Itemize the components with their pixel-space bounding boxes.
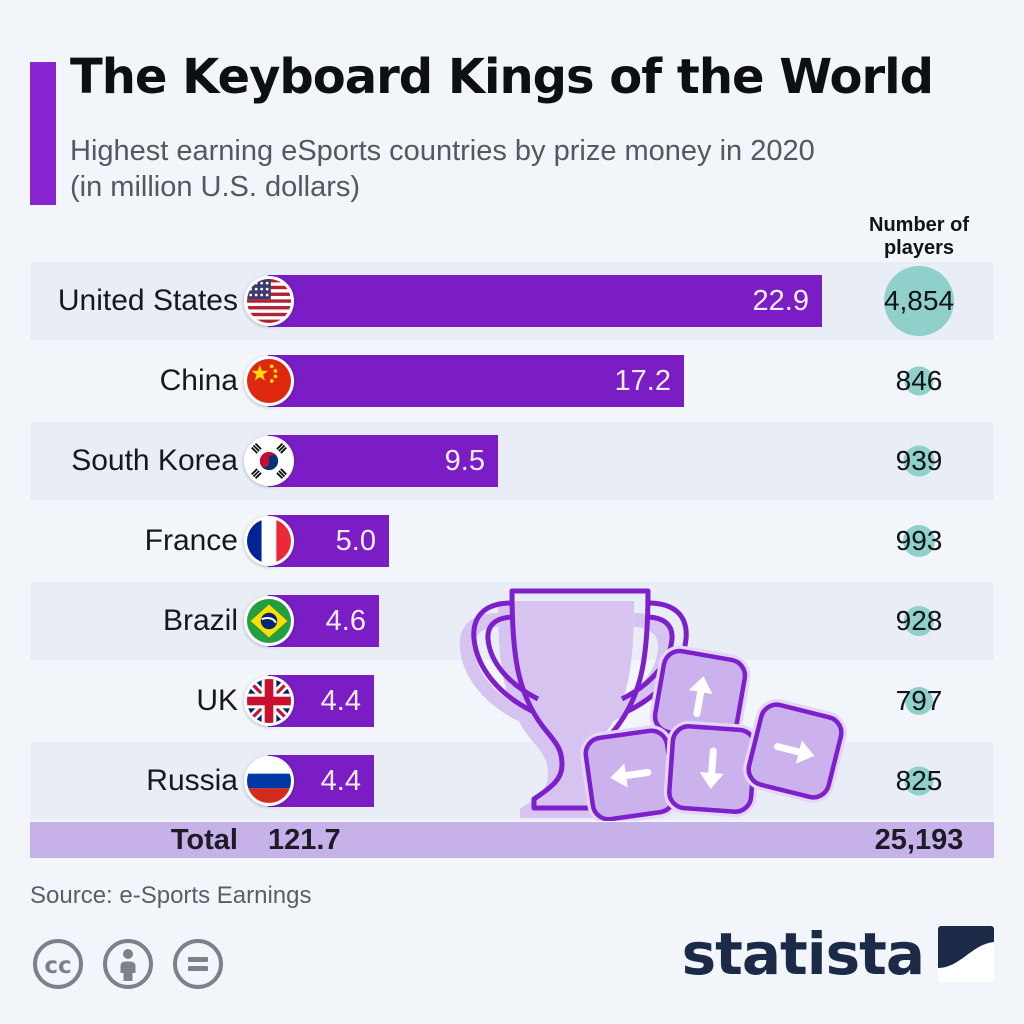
flag-cn-icon (244, 356, 294, 406)
total-players: 25,193 (874, 824, 964, 856)
country-label: Brazil (162, 604, 238, 637)
total-prize-money: 121.7 (268, 824, 341, 856)
svg-text:cc: cc (44, 953, 71, 979)
prize-money-value: 17.2 (614, 365, 671, 397)
brand-wordmark: statista (681, 919, 925, 988)
players-column-header: Number of players (869, 214, 969, 259)
source-text: Source: e-Sports Earnings (30, 882, 312, 909)
flag-ru-icon (244, 756, 294, 806)
players-count: 846 (895, 365, 943, 396)
players-count: 825 (895, 765, 943, 796)
cc-license-icon: cc (33, 939, 83, 989)
players-count: 939 (895, 445, 943, 476)
country-label: China (159, 364, 238, 397)
license-icons: cc (33, 939, 223, 989)
players-cell: 939 (844, 422, 994, 500)
flag-kr-icon (244, 436, 294, 486)
players-circle (904, 366, 934, 396)
flag-uk-icon (244, 676, 294, 726)
players-cell: 4,854 (844, 262, 994, 340)
prize-money-bar: 22.9 (268, 275, 822, 327)
players-circle (884, 266, 954, 336)
prize-money-bar: 17.2 (268, 355, 684, 407)
flag-br-icon (244, 596, 294, 646)
country-row: United States 22.9 4,854 (30, 262, 994, 340)
flag-us-icon (244, 276, 294, 326)
page-subtitle: Highest earning eSports countries by pri… (70, 135, 815, 203)
country-row: South Korea 9.5 939 (30, 422, 994, 500)
arrow-left-key (580, 725, 680, 821)
country-label: South Korea (71, 444, 238, 477)
players-count: 928 (895, 605, 943, 636)
brand: statista (681, 919, 994, 988)
prize-money-value: 22.9 (752, 285, 809, 317)
players-circle (904, 766, 934, 796)
cc-attribution-icon (103, 939, 153, 989)
players-circle (905, 687, 933, 715)
title-accent-bar (30, 62, 56, 205)
players-circle (903, 445, 935, 477)
prize-money-value: 4.6 (325, 605, 366, 637)
country-label: France (144, 524, 238, 557)
cc-no-derivatives-icon (173, 939, 223, 989)
country-label: Russia (146, 764, 238, 797)
total-label: Total (170, 824, 238, 856)
country-row: UK 4.4 797 (30, 662, 994, 740)
country-label: UK (196, 684, 238, 717)
players-cell: 928 (844, 582, 994, 660)
players-cell: 993 (844, 502, 994, 580)
prize-money-value: 4.4 (320, 685, 361, 717)
players-count: 993 (895, 525, 943, 556)
players-circle (904, 606, 934, 636)
statista-logo-icon (938, 926, 994, 982)
total-row: Total 121.7 25,193 (30, 822, 994, 858)
page-title: The Keyboard Kings of the World (70, 49, 934, 105)
players-count: 797 (895, 685, 943, 716)
prize-money-value: 9.5 (444, 445, 485, 477)
players-cell: 846 (844, 342, 994, 420)
players-cell: 825 (844, 742, 994, 820)
players-count: 4,854 (883, 285, 955, 316)
prize-money-bar: 9.5 (268, 435, 498, 487)
trophy-keyboard-graphic (459, 588, 847, 821)
country-row: France 5.0 993 (30, 502, 994, 580)
country-row: China 17.2 846 (30, 342, 994, 420)
prize-money-value: 4.4 (320, 765, 361, 797)
players-circle (903, 525, 935, 557)
arrow-right-key (743, 699, 847, 803)
country-label: United States (57, 284, 238, 317)
players-cell: 797 (844, 662, 994, 740)
prize-money-value: 5.0 (335, 525, 376, 557)
flag-fr-icon (244, 516, 294, 566)
arrow-down-key (663, 720, 761, 818)
